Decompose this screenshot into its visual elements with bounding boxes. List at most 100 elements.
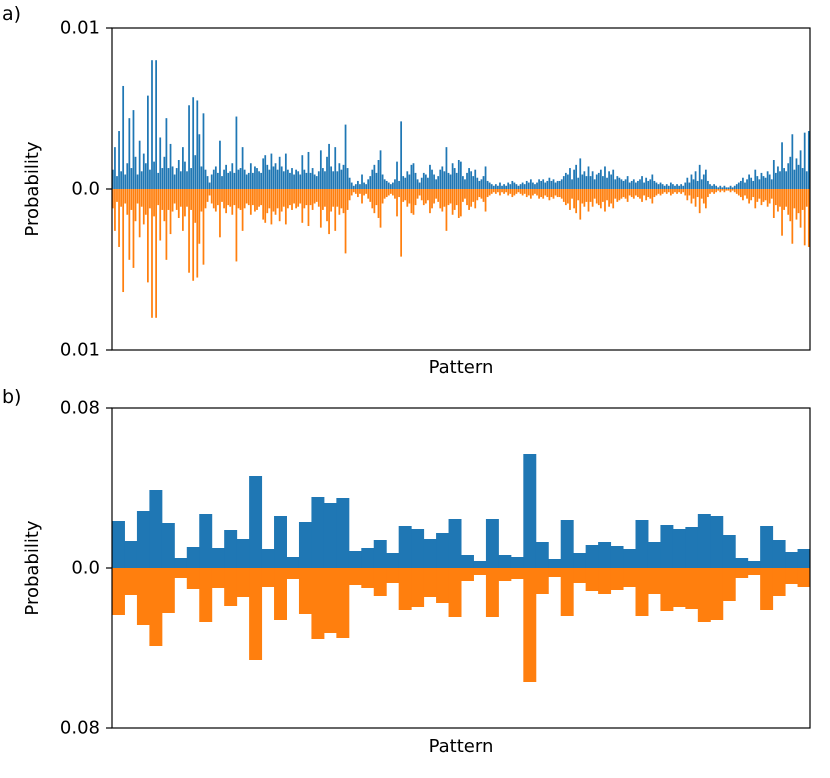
bar-a-down-242 xyxy=(610,189,613,204)
bar-b-down-42 xyxy=(635,568,649,616)
bar-a-up-271 xyxy=(669,182,672,189)
bar-a-down-235 xyxy=(595,189,598,204)
bar-a-up-148 xyxy=(416,179,419,189)
bar-a-up-53 xyxy=(221,176,223,189)
bar-a-up-140 xyxy=(400,121,403,189)
bar-a-down-318 xyxy=(766,189,769,207)
bar-a-down-334 xyxy=(799,189,802,228)
bar-a-down-92 xyxy=(301,189,304,223)
bar-a-up-180 xyxy=(482,176,485,189)
bar-a-up-310 xyxy=(750,177,753,189)
bar-a-up-3 xyxy=(118,131,120,189)
bar-a-down-7 xyxy=(126,189,129,215)
bar-b-up-45 xyxy=(672,529,686,568)
bar-a-up-58 xyxy=(231,163,234,189)
bar-a-up-182 xyxy=(486,180,489,189)
bar-a-up-14 xyxy=(140,171,143,189)
bar-a-up-207 xyxy=(538,179,540,189)
bar-a-up-275 xyxy=(678,185,680,189)
bar-a-up-172 xyxy=(466,172,468,189)
bar-a-down-277 xyxy=(682,189,685,193)
bar-a-up-311 xyxy=(752,180,755,189)
bar-a-up-201 xyxy=(525,180,528,189)
bar-a-up-210 xyxy=(544,182,547,189)
bar-b-up-38 xyxy=(585,545,599,568)
bar-b-down-4 xyxy=(161,568,175,613)
bar-b-up-14 xyxy=(286,557,300,568)
bar-a-down-77 xyxy=(270,189,273,225)
bar-a-down-63 xyxy=(241,189,244,231)
y-tick-label: 0.08 xyxy=(60,718,100,739)
bar-a-up-77 xyxy=(270,153,273,189)
bar-a-up-250 xyxy=(626,176,629,189)
bar-a-up-47 xyxy=(208,182,211,189)
bar-a-up-194 xyxy=(511,180,514,189)
bar-b-up-9 xyxy=(224,530,238,568)
bar-a-down-173 xyxy=(468,189,470,210)
bar-b-down-19 xyxy=(348,568,362,585)
bar-a-up-191 xyxy=(505,185,508,189)
bar-a-up-214 xyxy=(552,179,555,189)
bar-a-up-152 xyxy=(424,174,427,189)
bar-a-down-166 xyxy=(453,189,456,210)
bar-a-down-282 xyxy=(692,189,695,199)
bar-a-down-199 xyxy=(521,189,524,196)
bar-b-down-37 xyxy=(573,568,587,583)
bar-a-down-304 xyxy=(737,189,740,196)
bar-a-down-237 xyxy=(599,189,602,209)
bar-a-down-46 xyxy=(206,189,209,202)
bar-a-down-227 xyxy=(579,189,582,220)
bar-a-down-193 xyxy=(509,189,512,194)
bar-a-down-56 xyxy=(227,189,230,206)
bar-b-up-31 xyxy=(498,555,512,568)
bar-a-up-34 xyxy=(182,147,184,189)
bar-a-down-196 xyxy=(515,189,518,194)
bar-a-down-113 xyxy=(344,189,347,254)
bar-a-up-149 xyxy=(418,182,421,189)
bar-a-up-312 xyxy=(754,169,757,189)
bar-a-down-38 xyxy=(190,189,192,210)
bar-a-down-51 xyxy=(217,189,219,206)
bar-a-down-161 xyxy=(443,189,446,207)
bar-a-up-278 xyxy=(684,182,687,189)
bar-a-up-1 xyxy=(114,147,116,189)
bar-a-up-18 xyxy=(149,169,151,189)
bar-a-up-97 xyxy=(311,168,314,189)
bar-a-up-185 xyxy=(492,185,495,189)
bar-a-down-174 xyxy=(470,189,473,207)
bar-a-down-302 xyxy=(733,189,736,193)
bar-a-down-192 xyxy=(507,189,510,196)
bar-b-down-24 xyxy=(411,568,425,607)
bar-a-up-48 xyxy=(210,174,213,189)
bar-a-up-327 xyxy=(785,171,788,189)
bar-a-up-42 xyxy=(198,134,201,189)
bar-a-up-26 xyxy=(165,118,168,189)
bar-a-down-158 xyxy=(437,189,440,202)
bar-a-up-133 xyxy=(385,180,388,189)
bar-a-up-237 xyxy=(599,169,602,189)
bar-b-up-22 xyxy=(386,553,400,568)
bar-a-down-221 xyxy=(567,189,569,204)
bar-a-down-43 xyxy=(200,189,203,212)
bar-a-down-222 xyxy=(569,189,571,210)
bar-a-down-262 xyxy=(651,189,654,204)
bar-b-up-2 xyxy=(136,511,150,568)
bar-a-up-289 xyxy=(707,180,709,189)
bar-a-up-233 xyxy=(591,171,594,189)
bar-a-down-245 xyxy=(616,189,619,202)
bar-a-up-120 xyxy=(359,184,361,189)
bar-a-down-316 xyxy=(762,189,765,202)
bar-b-down-10 xyxy=(236,568,250,597)
bar-a-up-30 xyxy=(173,174,176,189)
bar-a-up-150 xyxy=(420,177,423,189)
bar-a-down-152 xyxy=(424,189,427,204)
bar-a-up-101 xyxy=(319,150,322,189)
bar-a-down-143 xyxy=(406,189,409,207)
bar-a-up-170 xyxy=(462,176,464,189)
bar-a-down-99 xyxy=(315,189,318,202)
bar-b-down-31 xyxy=(498,568,512,581)
bar-a-down-234 xyxy=(593,189,596,199)
bar-a-down-317 xyxy=(764,189,767,201)
bar-a-down-82 xyxy=(280,189,283,212)
y-axis-title-b: Probability xyxy=(22,520,43,615)
